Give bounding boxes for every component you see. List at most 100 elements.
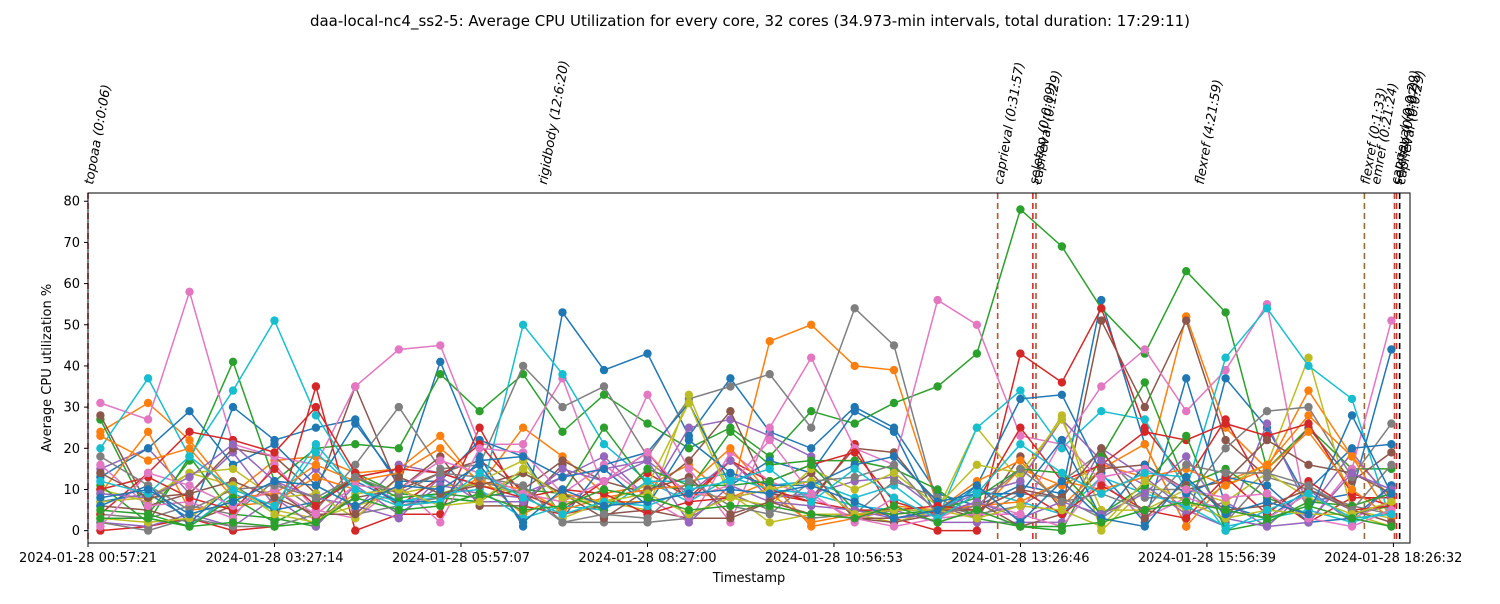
data-point [143,444,153,453]
data-point [1016,349,1025,358]
data-point [1182,316,1191,325]
y-tick-label: 70 [63,236,80,251]
x-tick-label: 2024-01-28 00:57:21 [19,551,157,566]
data-point [1057,522,1067,531]
data-point [1057,415,1067,424]
data-point [185,444,194,453]
data-point [558,464,567,474]
data-point [726,444,735,453]
series-line [100,375,1392,524]
data-point [1182,460,1191,469]
data-point [850,472,859,482]
data-point [1262,505,1272,515]
data-point [1016,205,1025,214]
data-point [1140,514,1150,523]
x-tick-label: 2024-01-28 13:26:46 [951,551,1089,566]
data-point [311,440,321,449]
data-point [1140,378,1150,387]
data-point [394,514,403,523]
data-point [599,382,609,391]
data-point [765,423,774,432]
data-point [436,485,445,494]
data-point [351,501,360,511]
data-point [1097,407,1106,416]
data-point [351,485,360,494]
data-point [599,452,609,461]
data-point [558,493,567,502]
data-point [1016,485,1025,494]
data-point [558,485,567,494]
data-point [726,382,735,391]
data-point [1262,489,1272,498]
data-point [684,398,694,408]
data-point [765,518,774,527]
data-point [1016,394,1025,404]
data-point [1221,308,1230,317]
data-point [228,386,238,395]
data-point [518,481,528,490]
stage-label: flexref (4:21:59) [1193,78,1226,185]
data-point [1057,505,1067,515]
data-point [850,464,859,474]
data-point [311,460,321,469]
data-point [599,365,609,375]
data-point [1182,374,1191,383]
data-point [311,382,321,391]
data-point [436,341,445,350]
data-point [889,493,899,502]
data-point [1387,419,1396,428]
data-point [228,357,238,366]
data-point [185,510,194,519]
data-point [972,481,982,490]
data-point [1140,522,1150,531]
data-point [684,489,694,498]
data-point [807,320,816,329]
data-point [143,456,153,465]
data-point [228,497,238,506]
data-point [1097,472,1106,482]
data-point [1140,489,1150,498]
data-point [1057,390,1067,399]
data-point [889,427,899,436]
data-point [1221,419,1230,428]
data-point [1057,468,1067,478]
data-point [1387,522,1396,531]
data-point [185,435,194,445]
data-point [1304,501,1313,511]
data-point [1221,526,1230,535]
series-line [100,413,1393,528]
data-point [1387,460,1396,469]
data-point [765,501,774,511]
data-point [185,452,194,461]
data-point [726,374,735,383]
data-point [185,489,194,498]
data-point [807,518,816,527]
data-point [726,468,735,478]
data-point [807,497,816,506]
data-point [436,468,445,478]
data-point [1097,456,1106,465]
x-axis: 2024-01-28 00:57:21 2024-01-28 03:27:14 20… [19,543,1462,566]
data-point [351,419,360,428]
data-point [228,440,238,449]
data-point [143,526,153,535]
data-point [436,456,445,465]
data-point [1221,505,1230,515]
x-tick-label: 2024-01-28 05:57:07 [392,551,530,566]
data-point [599,485,609,494]
data-point [96,411,105,420]
y-axis-label: Average CPU utilization % [40,284,55,452]
data-point [143,398,153,408]
data-point [394,472,403,482]
x-tick-label: 2024-01-28 10:56:53 [765,551,903,566]
data-point [311,493,321,502]
data-point [1057,435,1067,445]
data-point [558,501,567,511]
data-point [807,481,816,490]
data-point [1221,444,1230,453]
data-point [1182,407,1191,416]
data-point [765,464,774,474]
data-point [889,341,899,350]
series-line [99,208,1392,516]
data-point [1016,456,1025,465]
